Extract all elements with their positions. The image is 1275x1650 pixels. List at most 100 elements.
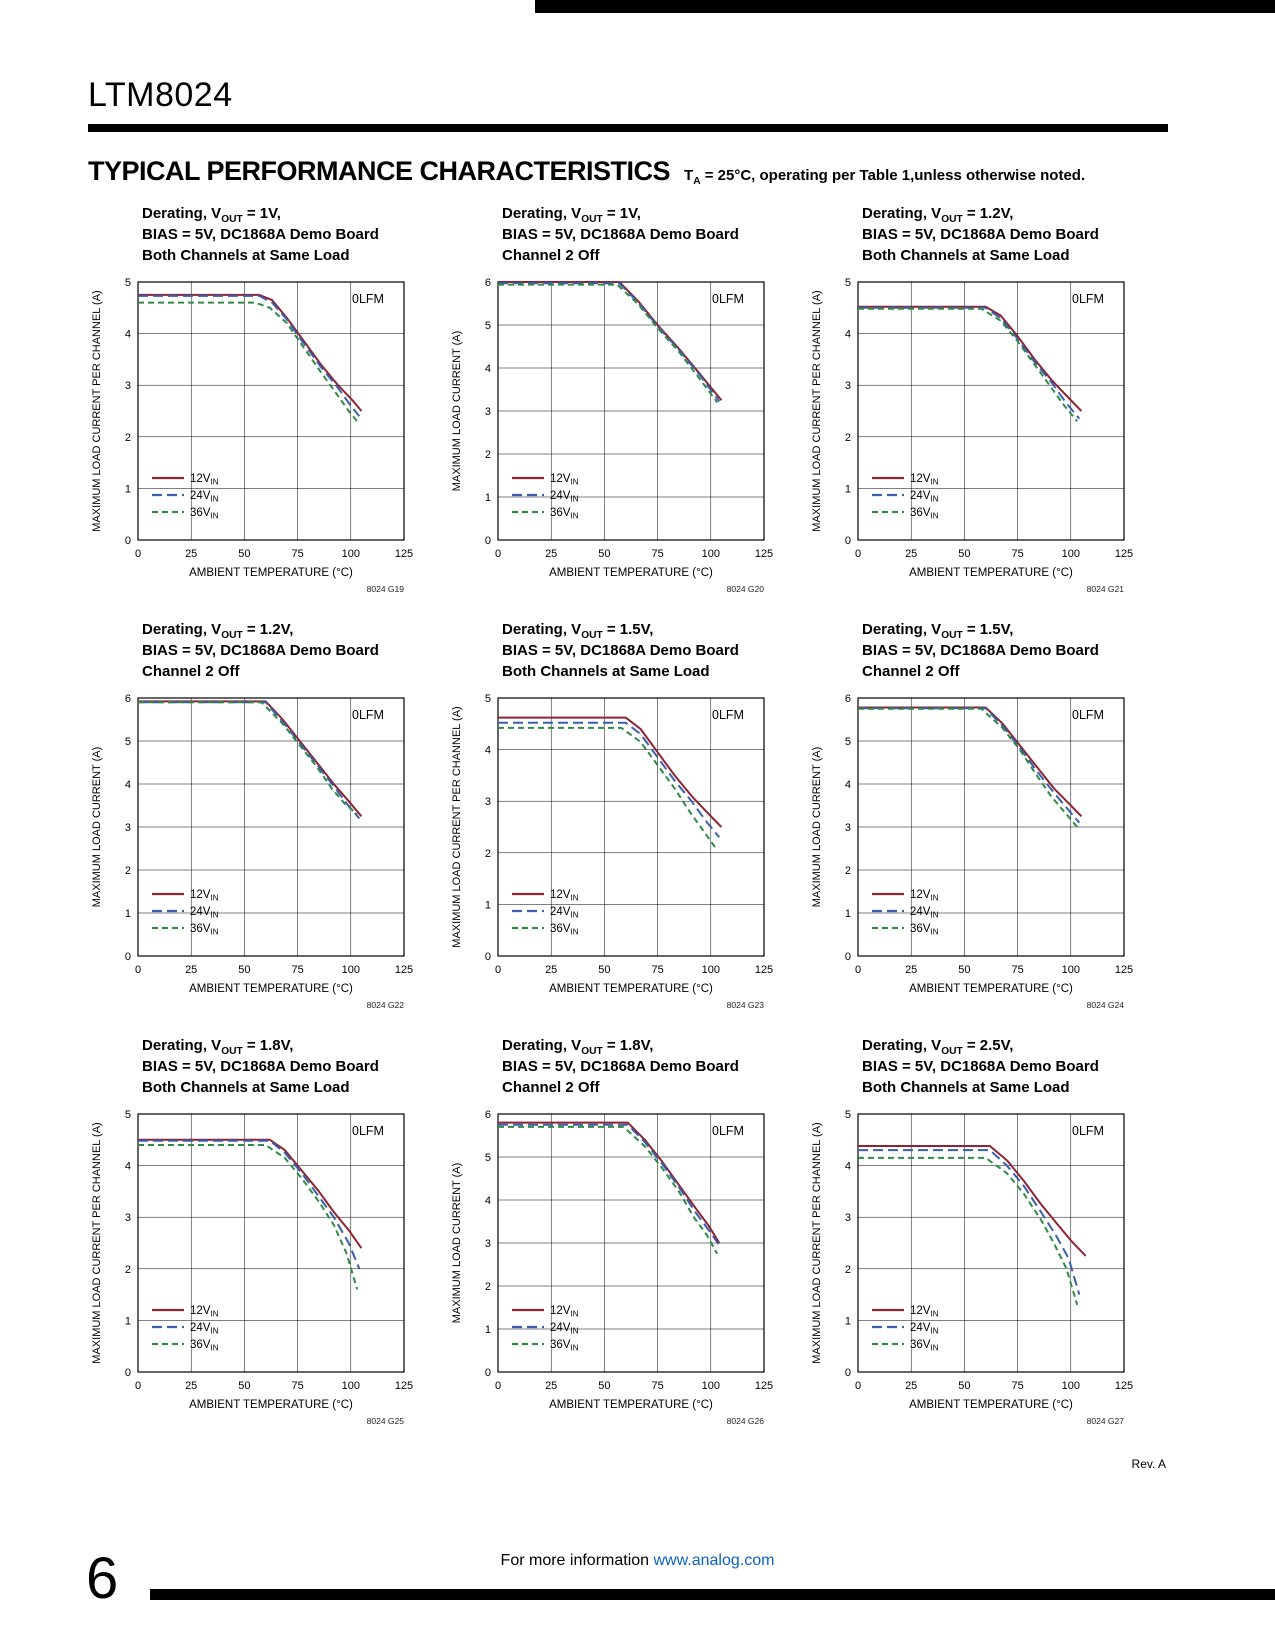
svg-text:125: 125: [755, 964, 773, 976]
svg-text:75: 75: [291, 548, 303, 560]
svg-text:12VIN: 12VIN: [190, 473, 219, 487]
svg-text:8024 G26: 8024 G26: [727, 1416, 765, 1426]
chart-title: Derating, VOUT = 1.2V, BIAS = 5V, DC1868A…: [862, 203, 1166, 266]
svg-text:0LFM: 0LFM: [712, 1124, 744, 1138]
svg-text:36VIN: 36VIN: [550, 507, 579, 521]
chart-title-line: Channel 2 Off: [142, 663, 240, 680]
svg-text:36VIN: 36VIN: [910, 1339, 939, 1353]
svg-text:24VIN: 24VIN: [190, 490, 219, 504]
svg-text:0: 0: [845, 1367, 851, 1379]
svg-text:6: 6: [485, 1109, 491, 1121]
svg-text:MAXIMUM LOAD CURRENT PER CHANN: MAXIMUM LOAD CURRENT PER CHANNEL (A): [811, 1122, 823, 1363]
svg-text:50: 50: [598, 964, 610, 976]
chart-canvas: 0 25 50 75 100 125 0 1 2 3 4 5 6 AMBIENT TEMPERATURE …: [91, 693, 413, 1010]
svg-text:8024 G24: 8024 G24: [1087, 1000, 1125, 1010]
svg-text:5: 5: [485, 693, 491, 705]
svg-text:75: 75: [651, 964, 663, 976]
svg-text:2: 2: [125, 432, 131, 444]
svg-text:3: 3: [485, 796, 491, 808]
svg-text:0: 0: [855, 548, 861, 560]
svg-text:5: 5: [845, 1109, 851, 1121]
svg-text:8024 G19: 8024 G19: [367, 584, 405, 594]
svg-text:50: 50: [958, 1380, 970, 1392]
chart-cell: Derating, VOUT = 1V, BIAS = 5V, DC1868A D…: [448, 203, 806, 607]
svg-text:MAXIMUM LOAD CURRENT (A): MAXIMUM LOAD CURRENT (A): [451, 331, 463, 492]
chart-title-line: Both Channels at Same Load: [142, 247, 350, 264]
chart-cell: Derating, VOUT = 1.5V, BIAS = 5V, DC1868A…: [808, 619, 1166, 1023]
chart-cell: Derating, VOUT = 2.5V, BIAS = 5V, DC1868A…: [808, 1035, 1166, 1439]
svg-text:4: 4: [485, 363, 491, 375]
svg-text:24VIN: 24VIN: [190, 1322, 219, 1336]
section-title: TYPICAL PERFORMANCE CHARACTERISTICS: [88, 156, 671, 186]
chart-title-line: BIAS = 5V, DC1868A Demo Board: [862, 226, 1099, 243]
svg-text:AMBIENT TEMPERATURE (°C): AMBIENT TEMPERATURE (°C): [189, 983, 353, 995]
svg-text:3: 3: [485, 1238, 491, 1250]
svg-text:36VIN: 36VIN: [190, 923, 219, 937]
chart-cell: Derating, VOUT = 1.2V, BIAS = 5V, DC1868A…: [808, 203, 1166, 607]
footer-link[interactable]: www.analog.com: [653, 1552, 775, 1569]
svg-text:0: 0: [495, 964, 501, 976]
svg-text:3: 3: [125, 380, 131, 392]
chart-title-line: Both Channels at Same Load: [142, 1079, 350, 1096]
chart-cell: Derating, VOUT = 1.8V, BIAS = 5V, DC1868A…: [448, 1035, 806, 1439]
svg-text:1: 1: [845, 908, 851, 920]
svg-text:1: 1: [125, 908, 131, 920]
chart-cell: Derating, VOUT = 1.8V, BIAS = 5V, DC1868A…: [88, 1035, 446, 1439]
svg-text:50: 50: [598, 548, 610, 560]
svg-text:75: 75: [651, 548, 663, 560]
svg-text:24VIN: 24VIN: [550, 906, 579, 920]
svg-text:36VIN: 36VIN: [910, 923, 939, 937]
chart-title-line: BIAS = 5V, DC1868A Demo Board: [862, 642, 1099, 659]
svg-text:24VIN: 24VIN: [910, 1322, 939, 1336]
svg-text:2: 2: [845, 865, 851, 877]
svg-text:1: 1: [485, 899, 491, 911]
chart-title-line: BIAS = 5V, DC1868A Demo Board: [142, 1058, 379, 1075]
chart-title-line: Derating, VOUT = 1V,: [142, 205, 281, 225]
svg-text:75: 75: [651, 1380, 663, 1392]
svg-text:24VIN: 24VIN: [550, 1322, 579, 1336]
svg-text:0: 0: [495, 548, 501, 560]
svg-text:12VIN: 12VIN: [190, 889, 219, 903]
svg-text:12VIN: 12VIN: [910, 473, 939, 487]
svg-text:24VIN: 24VIN: [910, 490, 939, 504]
svg-text:125: 125: [1115, 548, 1133, 560]
svg-text:8024 G27: 8024 G27: [1087, 1416, 1125, 1426]
svg-text:AMBIENT TEMPERATURE (°C): AMBIENT TEMPERATURE (°C): [189, 1399, 353, 1411]
svg-text:0LFM: 0LFM: [712, 708, 744, 722]
svg-text:2: 2: [485, 1281, 491, 1293]
svg-text:12VIN: 12VIN: [910, 1305, 939, 1319]
svg-text:3: 3: [845, 1212, 851, 1224]
svg-text:100: 100: [342, 1380, 360, 1392]
svg-text:100: 100: [342, 548, 360, 560]
svg-text:5: 5: [125, 736, 131, 748]
charts-grid: Derating, VOUT = 1V, BIAS = 5V, DC1868A D…: [88, 203, 1168, 1439]
svg-text:75: 75: [291, 1380, 303, 1392]
svg-text:125: 125: [1115, 964, 1133, 976]
svg-text:1: 1: [485, 1324, 491, 1336]
svg-text:50: 50: [238, 1380, 250, 1392]
chart-canvas: 0 25 50 75 100 125 0 1 2 3 4 5 AMBIENT TEMPERATURE (…: [91, 1109, 413, 1426]
svg-text:12VIN: 12VIN: [550, 473, 579, 487]
chart-title-line: Derating, VOUT = 1.8V,: [502, 1037, 654, 1057]
svg-text:0LFM: 0LFM: [352, 1124, 384, 1138]
svg-text:AMBIENT TEMPERATURE (°C): AMBIENT TEMPERATURE (°C): [909, 567, 1073, 579]
svg-text:MAXIMUM LOAD CURRENT PER CHANN: MAXIMUM LOAD CURRENT PER CHANNEL (A): [91, 290, 103, 531]
chart-title-line: BIAS = 5V, DC1868A Demo Board: [142, 642, 379, 659]
svg-text:25: 25: [185, 964, 197, 976]
svg-text:0LFM: 0LFM: [1072, 292, 1104, 306]
svg-text:AMBIENT TEMPERATURE (°C): AMBIENT TEMPERATURE (°C): [549, 1399, 713, 1411]
chart-title: Derating, VOUT = 1.5V, BIAS = 5V, DC1868A…: [502, 619, 806, 682]
svg-text:25: 25: [905, 964, 917, 976]
svg-text:50: 50: [958, 548, 970, 560]
svg-text:0: 0: [495, 1380, 501, 1392]
svg-text:75: 75: [1011, 964, 1023, 976]
svg-text:36VIN: 36VIN: [190, 1339, 219, 1353]
svg-text:50: 50: [958, 964, 970, 976]
svg-text:AMBIENT TEMPERATURE (°C): AMBIENT TEMPERATURE (°C): [549, 567, 713, 579]
svg-text:100: 100: [1062, 964, 1080, 976]
chart-title-line: BIAS = 5V, DC1868A Demo Board: [502, 1058, 739, 1075]
svg-text:125: 125: [395, 548, 413, 560]
svg-text:0: 0: [845, 535, 851, 547]
svg-text:8024 G21: 8024 G21: [1087, 584, 1125, 594]
chart-canvas: 0 25 50 75 100 125 0 1 2 3 4 5 AMBIENT TEMPERATURE (…: [811, 1109, 1133, 1426]
